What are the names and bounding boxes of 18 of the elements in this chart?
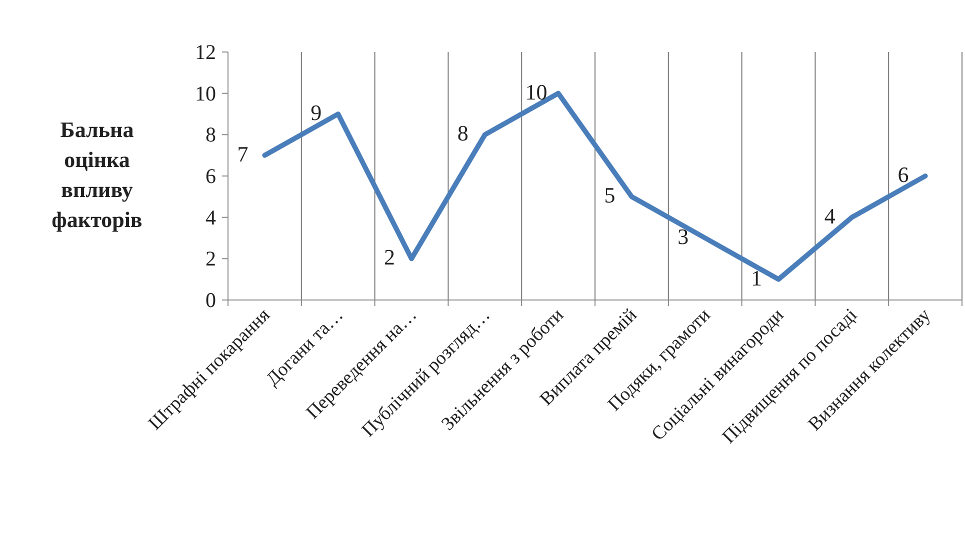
y-tick-label: 6 [206, 164, 216, 188]
data-label: 2 [384, 244, 395, 270]
data-label: 4 [824, 203, 836, 228]
y-axis-title: Бальна оцінка впливу факторів [52, 117, 142, 232]
y-tick-label: 0 [206, 288, 216, 312]
y-tick-label: 10 [195, 81, 216, 106]
data-label: 1 [751, 265, 762, 290]
data-label: 7 [237, 141, 248, 166]
data-label: 3 [678, 224, 689, 249]
data-label: 10 [525, 79, 548, 104]
data-label: 8 [457, 120, 468, 146]
y-tick-label: 2 [206, 246, 216, 271]
data-label: 5 [604, 182, 616, 208]
y-tick-label: 8 [206, 122, 216, 147]
y-tick-label: 4 [206, 205, 216, 230]
data-label: 6 [898, 162, 909, 187]
data-label: 9 [310, 100, 322, 125]
y-tick-label: 12 [195, 40, 216, 64]
